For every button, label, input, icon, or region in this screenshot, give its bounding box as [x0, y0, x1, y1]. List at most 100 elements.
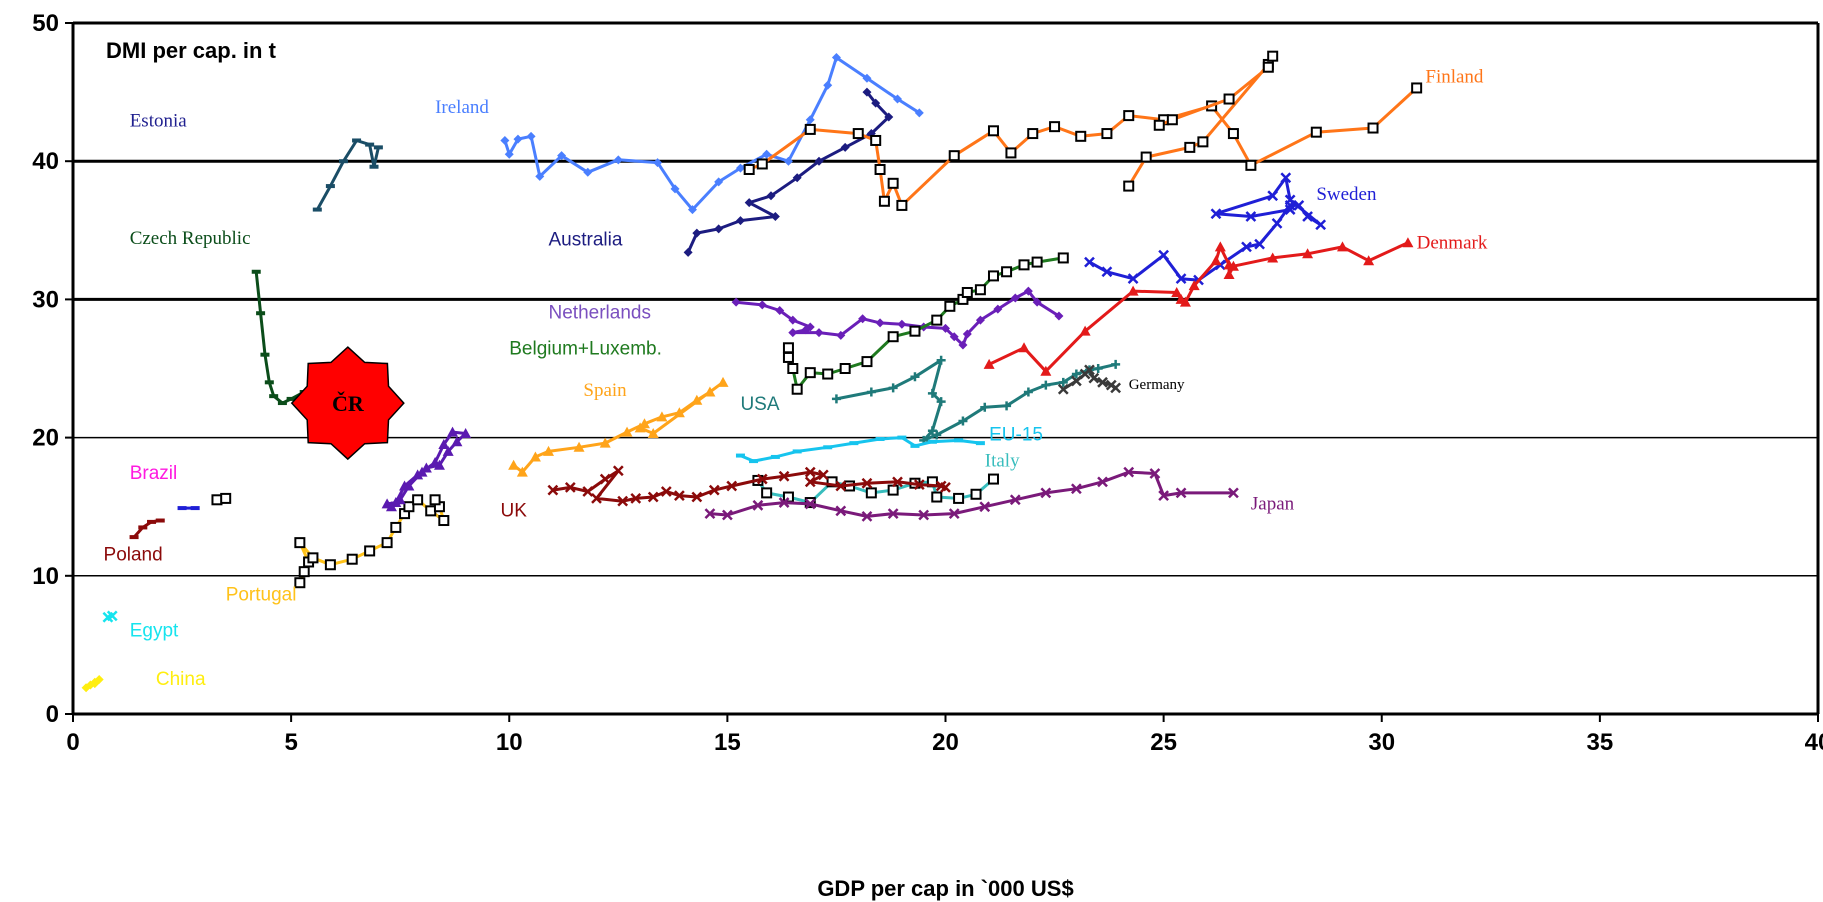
- data-point: [1223, 269, 1235, 280]
- series-label: Portugal: [226, 585, 297, 606]
- series-portugal: [294, 494, 450, 589]
- x-tick-label: 25: [1150, 729, 1177, 756]
- data-point: [1293, 200, 1305, 211]
- data-point: [804, 498, 816, 510]
- series-poland: [129, 518, 165, 540]
- data-point: [1057, 383, 1069, 395]
- data-point: [756, 158, 768, 170]
- tick-labels: 0 5 10 15 20 25 30 35 40 0 10 20 30 40 50: [32, 10, 1823, 756]
- series-label: Brazil: [130, 463, 178, 484]
- data-point: [1070, 483, 1082, 495]
- data-point: [953, 492, 965, 504]
- data-point: [944, 300, 956, 312]
- series-estonia: [312, 138, 383, 212]
- data-point: [1158, 249, 1170, 261]
- data-point: [338, 159, 348, 164]
- x-tick-label: 20: [932, 729, 959, 756]
- data-point: [975, 441, 985, 446]
- data-point: [673, 407, 685, 418]
- data-point: [674, 490, 685, 502]
- data-point: [460, 427, 472, 438]
- series-label: Czech Republic: [130, 228, 251, 249]
- data-point: [1001, 266, 1013, 278]
- series-label: EU-15: [989, 424, 1043, 445]
- series-line: [1062, 368, 1117, 391]
- data-point: [1101, 128, 1113, 140]
- data-point: [1097, 476, 1108, 488]
- data-point: [940, 481, 951, 493]
- data-point: [1188, 280, 1200, 291]
- data-point: [1040, 365, 1052, 376]
- data-point: [1018, 259, 1030, 271]
- data-point: [508, 459, 520, 470]
- data-point: [749, 459, 759, 464]
- data-point: [831, 53, 841, 63]
- y-tick-label: 50: [32, 10, 59, 37]
- x-tick-label: 35: [1587, 729, 1614, 756]
- data-point: [714, 224, 724, 234]
- data-point: [927, 388, 937, 398]
- series-greece: [381, 426, 472, 512]
- data-point: [1367, 122, 1379, 134]
- data-point: [307, 552, 319, 564]
- series-brazil-2: [177, 506, 200, 511]
- data-point: [1175, 273, 1187, 285]
- series-egypt: [102, 610, 118, 623]
- data-point: [1018, 342, 1030, 353]
- data-point: [1302, 248, 1314, 259]
- data-point: [878, 195, 890, 207]
- series-spain: [508, 376, 729, 477]
- data-point: [504, 149, 514, 159]
- data-point: [958, 416, 968, 426]
- y-tick-label: 20: [32, 425, 59, 452]
- series-label: Ireland: [435, 97, 489, 118]
- x-tick-label: 30: [1368, 729, 1395, 756]
- x-tick-label: 0: [66, 729, 79, 756]
- data-point: [557, 151, 567, 161]
- series-label: Sweden: [1316, 184, 1377, 205]
- data-point: [936, 397, 946, 407]
- data-point: [634, 422, 646, 433]
- data-point: [775, 305, 785, 315]
- data-point: [1227, 128, 1239, 140]
- data-point: [731, 297, 741, 307]
- data-point: [1271, 218, 1283, 229]
- x-tick-label: 15: [714, 729, 741, 756]
- data-point: [817, 469, 829, 481]
- data-point: [1041, 380, 1051, 390]
- data-point: [1071, 369, 1081, 379]
- data-point: [770, 211, 780, 221]
- data-point: [979, 501, 991, 513]
- data-point: [836, 330, 846, 340]
- data-point: [726, 480, 738, 492]
- data-point: [656, 411, 668, 422]
- data-point: [381, 537, 393, 549]
- data-point: [155, 518, 165, 523]
- x-tick-label: 40: [1805, 729, 1823, 756]
- series-uk: [547, 465, 951, 507]
- data-point: [987, 473, 999, 485]
- data-point: [861, 477, 873, 489]
- data-point: [1210, 255, 1222, 266]
- data-point: [835, 480, 847, 492]
- data-point: [403, 501, 415, 513]
- data-point: [1267, 252, 1279, 263]
- data-point: [888, 383, 898, 393]
- data-point: [778, 497, 790, 508]
- data-point: [1223, 93, 1235, 105]
- data-point: [862, 73, 872, 83]
- y-tick-label: 0: [46, 701, 59, 728]
- data-point: [1002, 401, 1012, 411]
- data-point: [451, 436, 463, 447]
- series-germany: [1057, 364, 1122, 395]
- data-point: [839, 363, 851, 374]
- x-tick-label: 5: [284, 729, 297, 756]
- series-label: USA: [740, 394, 779, 415]
- data-point: [660, 486, 672, 497]
- series-label: Finland: [1425, 66, 1484, 87]
- data-point: [1158, 490, 1170, 502]
- data-point: [138, 525, 148, 530]
- data-point: [788, 315, 798, 325]
- data-point: [1280, 172, 1292, 184]
- data-point: [787, 363, 799, 374]
